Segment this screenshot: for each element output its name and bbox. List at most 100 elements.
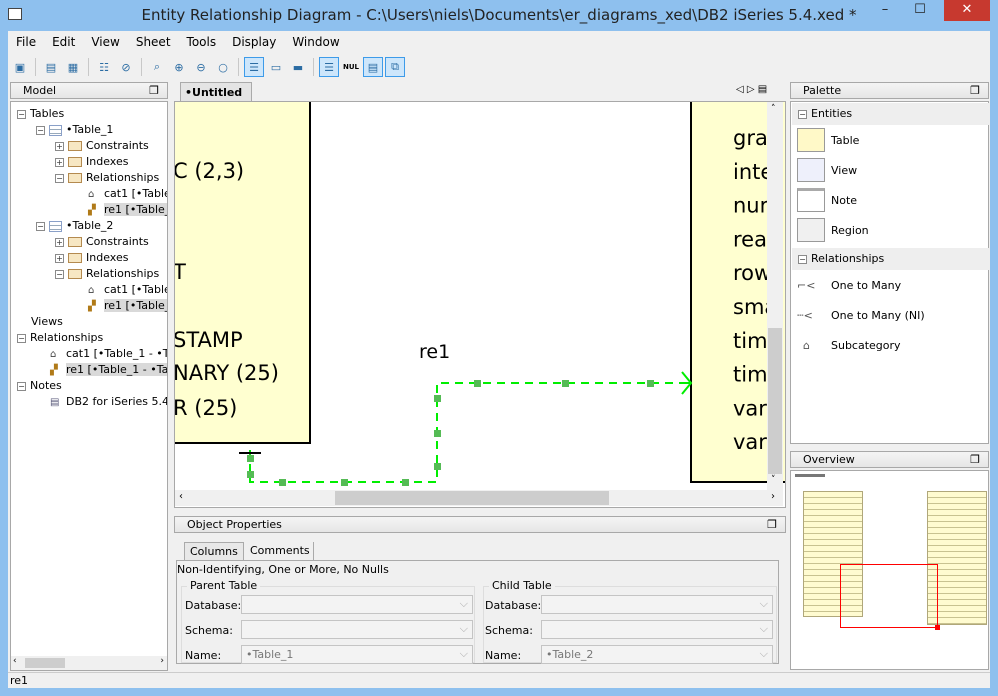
palette-item-one-to-many-ni[interactable]: ┄< One to Many (NI)	[797, 308, 925, 322]
zoom-button[interactable]: ○	[213, 57, 233, 77]
tree-item[interactable]: + Constraints	[55, 138, 149, 154]
tree-item[interactable]: − •Table_1	[36, 122, 113, 138]
tree-item[interactable]: ▤ DB2 for iSeries 5.4	[50, 394, 168, 410]
show-types-icon: ☰	[324, 60, 334, 74]
menu-window[interactable]: Window	[292, 35, 340, 49]
tree-item[interactable]: − Tables	[17, 106, 64, 122]
layout-button[interactable]: ☷	[94, 57, 114, 77]
tab-nav-icons[interactable]: ◁ ▷ ▤	[736, 84, 768, 95]
tree-item[interactable]: − Relationships	[55, 266, 159, 282]
overview-viewport[interactable]	[840, 564, 938, 628]
tree-item[interactable]: + Indexes	[55, 250, 128, 266]
show-types-button[interactable]: ☰	[319, 57, 339, 77]
palette-item-view[interactable]: View	[797, 157, 857, 183]
collapse-icon[interactable]: −	[17, 381, 26, 391]
palette-item-table[interactable]: Table	[797, 127, 859, 153]
tree-item[interactable]: ▞ re1 [•Table_1 - •Table_2]	[88, 298, 167, 314]
canvas-hscrollbar[interactable]: ‹ ›	[175, 490, 783, 506]
palette-item-subcategory[interactable]: ⌂ Subcategory	[797, 332, 901, 358]
tree-item[interactable]: − •Table_2	[36, 218, 113, 234]
collapse-icon[interactable]: −	[17, 333, 26, 343]
minimize-button[interactable]: –	[881, 2, 889, 17]
zoom-in-icon: ⊕	[174, 60, 184, 74]
expand-icon[interactable]: +	[55, 141, 64, 151]
scroll-thumb[interactable]	[768, 328, 782, 474]
child-database-select[interactable]	[541, 595, 773, 614]
palette-section-entities[interactable]: − Entities	[792, 103, 990, 125]
collapse-icon[interactable]: −	[55, 173, 64, 183]
no-entry-button[interactable]: ⊘	[116, 57, 136, 77]
scroll-thumb[interactable]	[25, 658, 65, 668]
diagram-canvas[interactable]: C (2,3) T STAMP NARY (25) R (25) gra inte nur re…	[174, 101, 786, 508]
tree-item-label: cat1 [•Table_1 - •Table_2]	[66, 347, 168, 360]
tree-item[interactable]: Views	[31, 314, 63, 330]
show-comments-button[interactable]: ▤	[363, 57, 383, 77]
overview-viewport-handle[interactable]	[935, 625, 940, 630]
scroll-thumb[interactable]	[335, 491, 609, 505]
parent-name-select[interactable]: •Table_1	[241, 645, 473, 664]
window-title: Entity Relationship Diagram - C:\Users\n…	[141, 6, 857, 24]
tree-item[interactable]: ▞ re1 [•Table_1 - •Table_2]	[50, 362, 167, 378]
child-name-select[interactable]: •Table_2	[541, 645, 773, 664]
close-button[interactable]: ✕	[944, 0, 990, 21]
canvas-vscrollbar[interactable]: ˄ ˅	[767, 102, 783, 490]
menu-display[interactable]: Display	[232, 35, 277, 49]
tree-item[interactable]: ▞ re1 [•Table_1 - •Table_2]	[88, 202, 167, 218]
save-button[interactable]: ▣	[10, 57, 30, 77]
palette-item-one-to-many[interactable]: ⌐< One to Many	[797, 278, 902, 292]
restore-icon[interactable]: ❐	[767, 518, 777, 531]
tab-comments[interactable]: Comments	[244, 542, 314, 560]
print-icon: ▤	[45, 60, 57, 74]
collapse-icon[interactable]: −	[55, 269, 64, 279]
tab-untitled-1[interactable]: •Untitled 1	[180, 82, 252, 112]
child-schema-select[interactable]	[541, 620, 773, 639]
menu-tools[interactable]: Tools	[186, 35, 217, 49]
show-columns-button[interactable]: ☰	[244, 57, 264, 77]
maximize-button[interactable]: ☐	[914, 2, 926, 17]
model-hscrollbar[interactable]: ‹ ›	[11, 656, 167, 670]
collapse-icon[interactable]: −	[36, 125, 45, 135]
menu-file[interactable]: File	[16, 35, 37, 49]
diagram-drawing: C (2,3) T STAMP NARY (25) R (25) gra inte nur re…	[175, 102, 785, 486]
print-button[interactable]: ▤	[41, 57, 61, 77]
show-keys-button[interactable]: ▭	[266, 57, 286, 77]
tree-item[interactable]: − Relationships	[17, 330, 103, 346]
overview-note	[795, 474, 825, 477]
tree-item[interactable]: ⌂ cat1 [•Table_1 - •Table_2]	[50, 346, 168, 362]
expand-icon[interactable]: +	[55, 157, 64, 167]
tab-columns[interactable]: Columns	[184, 542, 244, 560]
menu-sheet[interactable]: Sheet	[135, 35, 171, 49]
tree-item[interactable]: + Constraints	[55, 234, 149, 250]
restore-icon[interactable]: ❐	[970, 84, 980, 97]
collapse-icon[interactable]: −	[17, 109, 26, 119]
expand-icon[interactable]: +	[55, 237, 64, 247]
expand-icon[interactable]: +	[55, 253, 64, 263]
show-comments-icon: ▤	[367, 60, 379, 74]
tree-item[interactable]: − Notes	[17, 378, 62, 394]
parent-database-select[interactable]	[241, 595, 473, 614]
menu-edit[interactable]: Edit	[52, 35, 76, 49]
zoom-in-button[interactable]: ⊕	[169, 57, 189, 77]
menu-view[interactable]: View	[91, 35, 120, 49]
tree-item[interactable]: ⌂ cat1 [•Table_1 - •Table_2]	[88, 282, 167, 298]
show-nulls-button[interactable]: NUL	[341, 57, 361, 77]
collapse-icon[interactable]: −	[36, 221, 45, 231]
model-tree[interactable]: − Tables − •Table_1 + Constraints + Indexes − Rel…	[10, 101, 168, 671]
parent-schema-select[interactable]	[241, 620, 473, 639]
restore-icon[interactable]: ❐	[970, 453, 980, 466]
tree-item[interactable]: + Indexes	[55, 154, 128, 170]
palette-section-relationships[interactable]: − Relationships	[792, 248, 990, 270]
show-relationship-names-button[interactable]: ⧉	[385, 57, 405, 77]
palette-item-region[interactable]: Region	[797, 217, 869, 243]
overview-panel[interactable]	[790, 470, 989, 670]
palette-item-note[interactable]: Note	[797, 187, 857, 213]
tree-item-label: DB2 for iSeries 5.4	[66, 395, 168, 408]
tree-item[interactable]: − Relationships	[55, 170, 159, 186]
tree-item-label: cat1 [•Table_1 - •Table_2]	[104, 187, 167, 200]
zoom-out-button[interactable]: ⊖	[191, 57, 211, 77]
restore-icon[interactable]: ❐	[149, 84, 159, 97]
show-title-button[interactable]: ▬	[288, 57, 308, 77]
grid-button[interactable]: ▦	[63, 57, 83, 77]
tree-item[interactable]: ⌂ cat1 [•Table_1 - •Table_2]	[88, 186, 167, 202]
zoom-fit-button[interactable]: ⌕	[147, 57, 167, 77]
